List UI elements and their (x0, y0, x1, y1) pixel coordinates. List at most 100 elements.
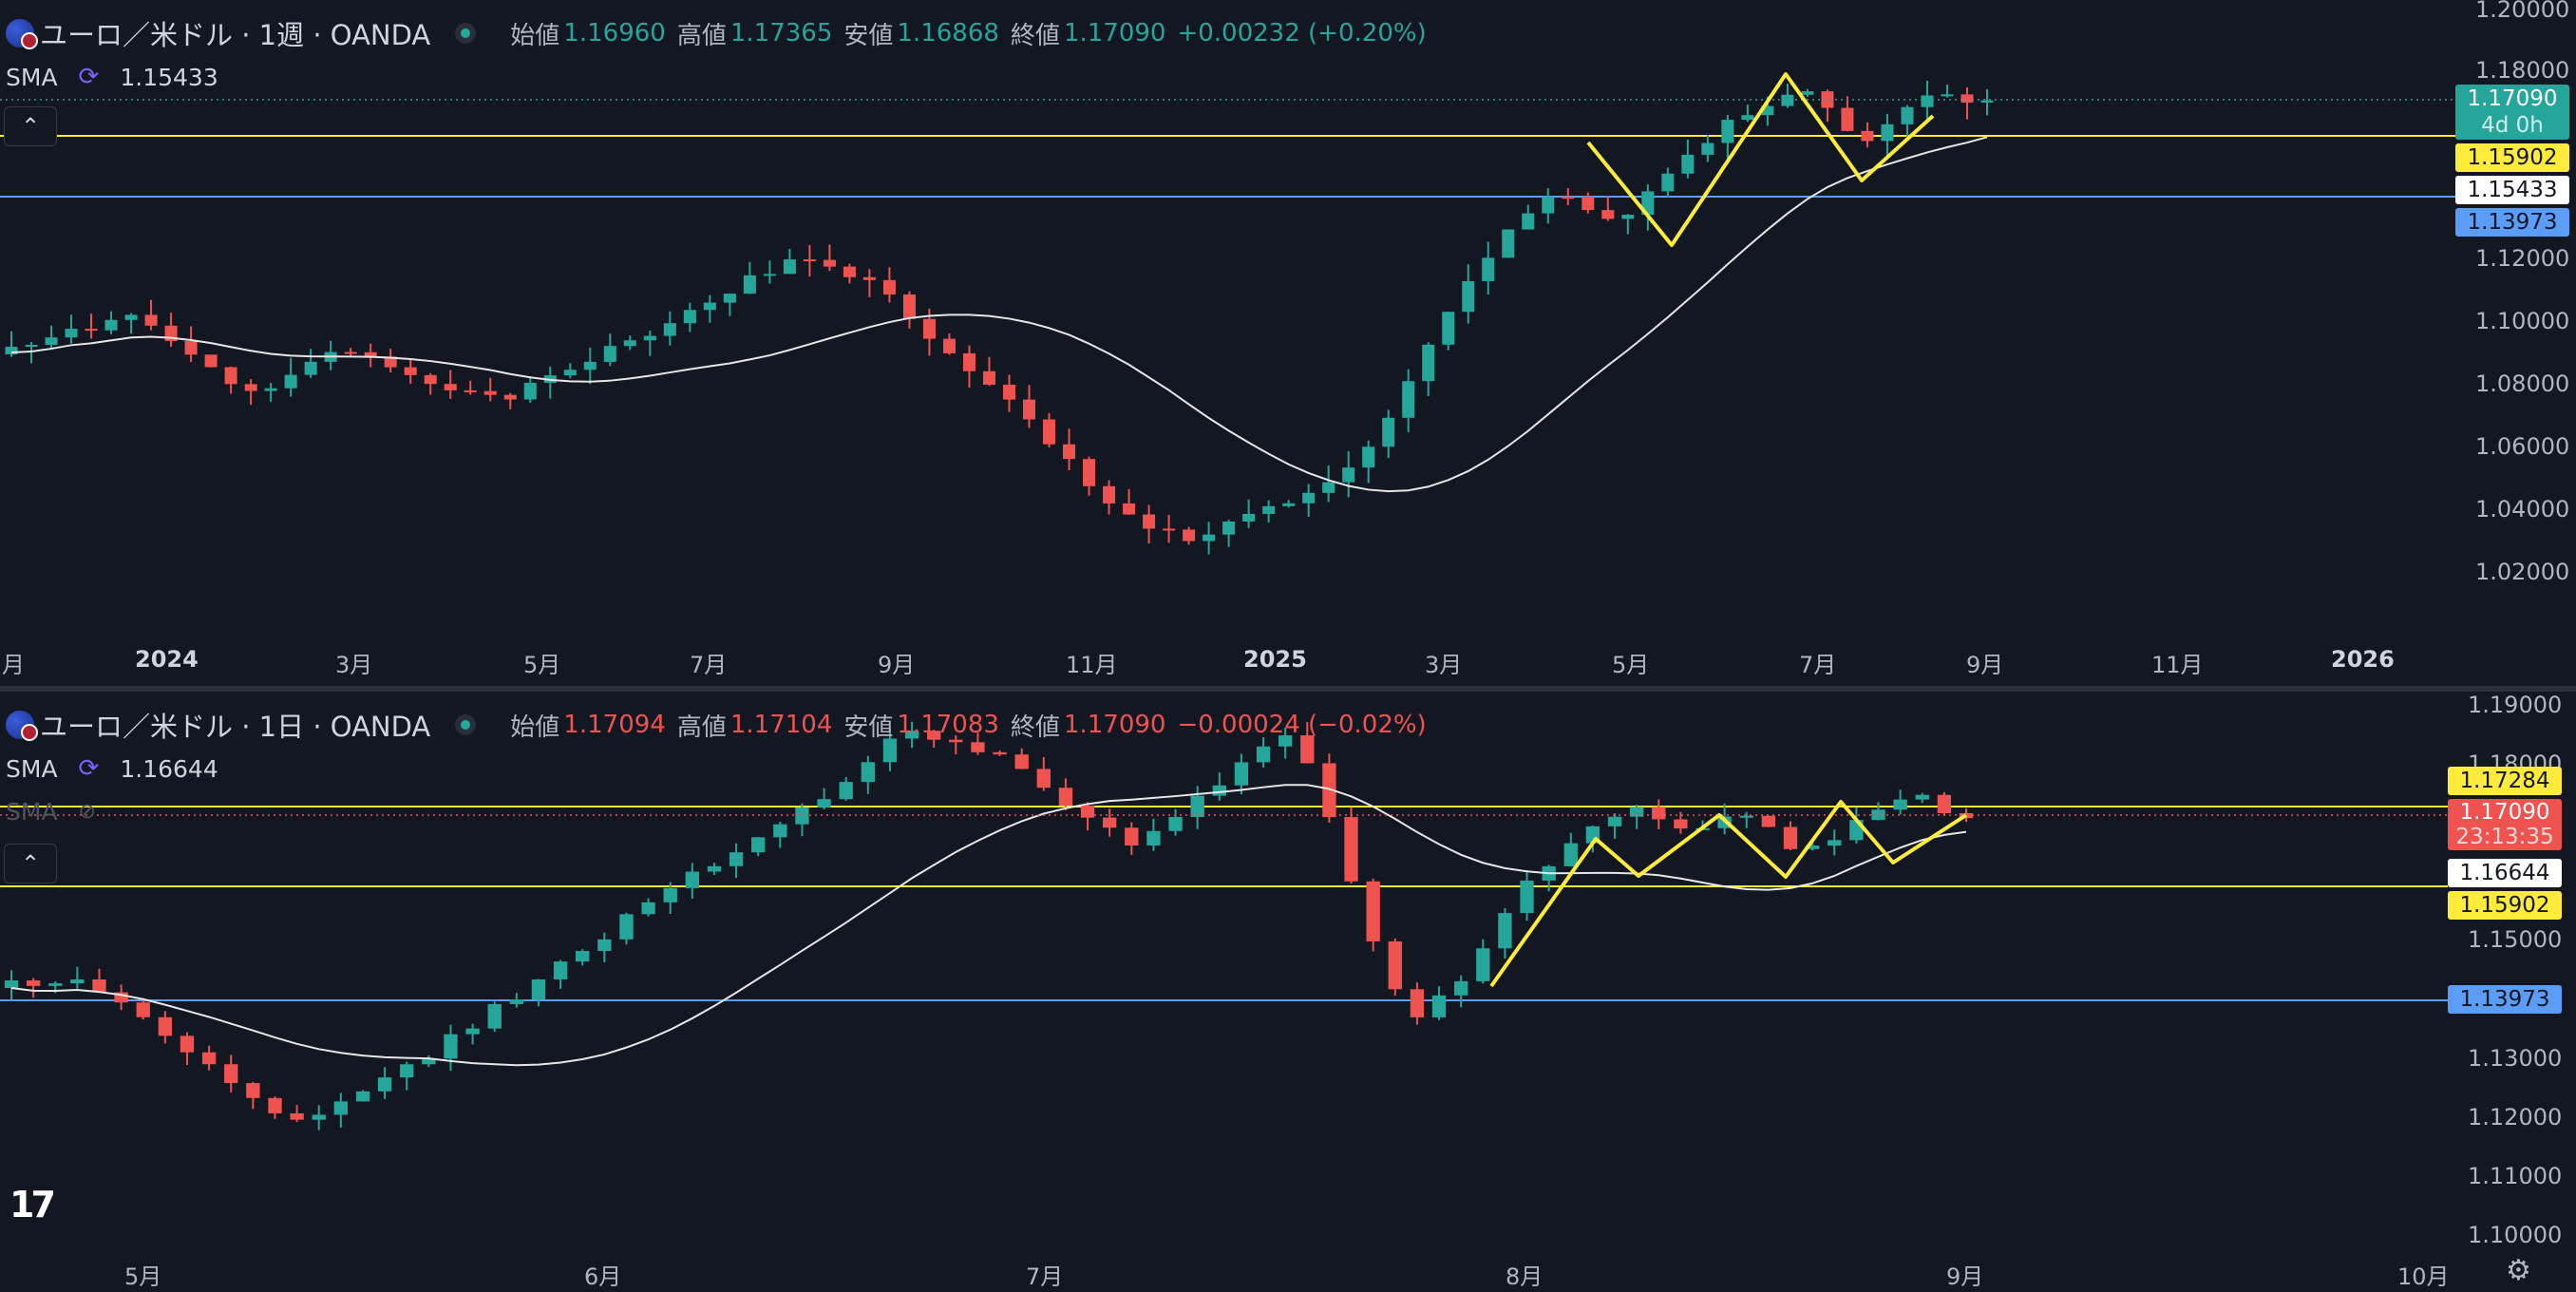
gear-icon[interactable]: ⚙ (2506, 1254, 2531, 1287)
candle-body (922, 318, 936, 339)
candle-body (1282, 503, 1296, 506)
daily-chart-pane[interactable]: ユーロ／米ドル · 1日 · OANDA 始値 1.17094 高値 1.17104… (0, 692, 2576, 1292)
candle-body (1861, 130, 1874, 142)
collapse-legend-button[interactable]: ⌃ (4, 106, 57, 146)
high-value: 1.17104 (729, 711, 833, 739)
candle-body (1881, 124, 1894, 142)
weekly-chart-pane[interactable]: ユーロ／米ドル · 1週 · OANDA 始値 1.16960 高値 1.17365… (0, 0, 2576, 686)
hidden-sma-legend[interactable]: SMA ⊘ (6, 798, 96, 826)
candle-body (861, 762, 875, 783)
weekly-price-chart[interactable] (0, 0, 2576, 686)
time-tick: 8月 (1506, 1264, 1544, 1290)
tradingview-logo[interactable]: 17 (9, 1184, 56, 1226)
candle-body (882, 279, 896, 295)
candle-body (1146, 830, 1161, 846)
daily-symbol-title[interactable]: ユーロ／米ドル · 1日 · OANDA (40, 711, 431, 743)
candle-body (1601, 210, 1615, 219)
low-value: 1.17083 (897, 711, 999, 739)
weekly-symbol-title[interactable]: ユーロ／米ドル · 1週 · OANDA (40, 19, 431, 51)
candle-body (1431, 995, 1447, 1017)
collapse-legend-button[interactable]: ⌃ (4, 844, 57, 884)
candle-body (1980, 100, 1994, 104)
candle-body (763, 274, 776, 276)
candle-body (1801, 91, 1814, 95)
daily-sma-legend[interactable]: SMA ⟳ 1.16644 (6, 754, 218, 783)
candle-body (707, 865, 722, 872)
candle-body (1382, 417, 1395, 447)
pane-separator[interactable] (0, 686, 2576, 692)
candle-body (1183, 529, 1196, 542)
candle-body (487, 1003, 502, 1029)
candle-body (1805, 846, 1820, 849)
weekly-legend: ユーロ／米ドル · 1週 · OANDA 始値 1.16960 高値 1.17365… (6, 13, 1427, 53)
candle-body (377, 1077, 392, 1092)
candle-body (1641, 191, 1655, 216)
candle-body (1002, 384, 1016, 400)
candle-body (843, 266, 856, 277)
candle-body (603, 346, 616, 362)
candle-body (180, 1036, 195, 1053)
sma-price-tag: 1.16644 (2448, 859, 2562, 887)
candle-body (641, 902, 655, 915)
market-status-icon[interactable] (455, 714, 477, 735)
sma-line (10, 136, 1988, 493)
candle-body (1083, 459, 1096, 486)
candle-body (643, 335, 656, 341)
eye-off-icon[interactable]: ⊘ (78, 800, 96, 824)
candle-body (224, 367, 237, 385)
candle-body (882, 738, 898, 763)
refresh-icon[interactable]: ⟳ (78, 63, 100, 91)
candle-body (729, 852, 744, 866)
pattern-drawing (1489, 800, 1968, 988)
candle-body (703, 302, 716, 311)
candle-body (663, 323, 676, 336)
candle-body (1563, 843, 1578, 866)
low-value: 1.16868 (897, 19, 999, 48)
close-value: 1.17090 (1063, 19, 1166, 48)
candle-body (962, 352, 975, 371)
refresh-icon[interactable]: ⟳ (78, 754, 100, 783)
candle-body (623, 340, 636, 347)
weekly-sma-legend[interactable]: SMA ⟳ 1.15433 (6, 63, 218, 91)
time-tick: 6月 (584, 1264, 622, 1290)
horizontal-line-tag: 1.13973 (2455, 208, 2569, 237)
candle-body (1498, 913, 1512, 949)
change-value: +0.00232 (+0.20%) (1177, 19, 1427, 48)
candle-body (1761, 105, 1774, 116)
candle-body (1781, 94, 1794, 106)
candle-body (583, 361, 597, 370)
candle-body (45, 337, 58, 346)
candle-body (927, 731, 941, 740)
candle-body (1103, 485, 1116, 504)
candle-body (823, 259, 836, 267)
price-tick: 1.19000 (2468, 692, 2563, 718)
candle-body (1921, 95, 1934, 107)
candle-body (104, 319, 118, 331)
eur-usd-flag-icon (6, 711, 38, 741)
candle-body (783, 259, 796, 275)
candle-body (290, 1112, 304, 1120)
candle-body (1302, 492, 1316, 504)
candle-body (773, 824, 787, 838)
candle-body (503, 394, 517, 400)
candle-body (201, 1052, 217, 1065)
candle-body (264, 388, 277, 391)
price-tick: 1.11000 (2468, 1163, 2563, 1189)
price-tick: 1.15000 (2468, 926, 2563, 953)
candle-body (553, 961, 568, 979)
candle-body (1043, 419, 1056, 445)
open-value: 1.17094 (563, 711, 666, 739)
candle-body (1256, 746, 1271, 763)
candle-body (224, 1064, 238, 1084)
candle-body (114, 992, 128, 1003)
candle-body (1542, 197, 1555, 214)
candle-body (1482, 257, 1495, 281)
candle-body (971, 742, 985, 752)
sma-value: 1.16644 (120, 754, 218, 783)
candle-body (1629, 807, 1644, 817)
market-status-icon[interactable] (455, 23, 477, 44)
candle-body (1741, 115, 1754, 121)
daily-price-chart[interactable] (0, 692, 2576, 1292)
candle-body (743, 275, 756, 294)
time-tick: 11月 (2151, 652, 2204, 678)
